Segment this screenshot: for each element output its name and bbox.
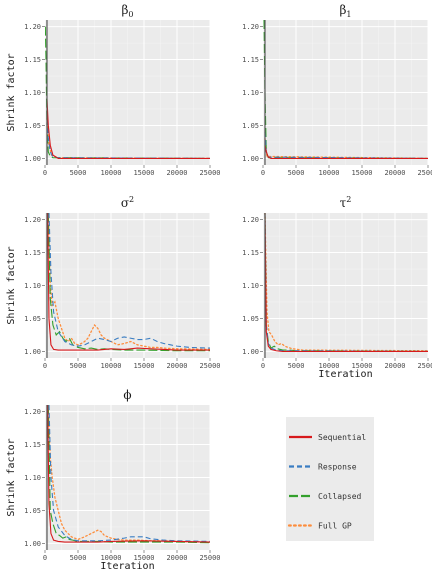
panel-1: 0 5000 10000 15000 20000 25000 1.00 1.05 1.10 1.1… — [6, 3, 221, 177]
y-tick-label: 1.10 — [24, 474, 41, 482]
y-tick-label: 1.00 — [24, 348, 41, 356]
y-tick-label: 1.05 — [242, 315, 259, 323]
y-tick-label: 1.20 — [24, 23, 41, 31]
series-line-full-gp — [264, 213, 428, 352]
legend-label: Full GP — [318, 522, 352, 531]
y-axis-title: Shrink factor — [6, 53, 17, 131]
x-tick-label: 20000 — [166, 169, 187, 177]
series-line-sequential — [47, 405, 210, 543]
y-tick-label: 1.00 — [242, 155, 259, 163]
y-tick-label: 1.10 — [242, 282, 259, 290]
x-tick-label: 10000 — [318, 362, 339, 370]
x-tick-label: 5000 — [288, 169, 305, 177]
series-group — [45, 20, 210, 165]
panel-title: τ2 — [340, 195, 352, 210]
x-tick-label: 0 — [261, 362, 265, 370]
panel-title: β1 — [339, 3, 351, 19]
x-tick-label: 5000 — [70, 554, 87, 562]
y-axis-title: Shrink factor — [6, 246, 17, 324]
x-tick-label: 5000 — [288, 362, 305, 370]
series-line-sequential — [46, 99, 210, 159]
y-tick-label: 1.20 — [24, 408, 41, 416]
x-tick-label: 20000 — [166, 362, 187, 370]
legend: Sequential Response Collapsed Full GP — [286, 417, 374, 541]
legend-label: Response — [318, 463, 357, 472]
y-tick-label: 1.05 — [242, 122, 259, 130]
y-tick-label: 1.15 — [242, 249, 259, 257]
y-tick-label: 1.15 — [24, 441, 41, 449]
y-tick-label: 1.00 — [242, 348, 259, 356]
series-line-full-gp — [47, 213, 210, 351]
series-line-sequential — [264, 213, 428, 352]
y-tick-label: 1.20 — [24, 216, 41, 224]
y-tick-label: 1.15 — [24, 56, 41, 64]
y-tick-label: 1.00 — [24, 155, 41, 163]
series-line-response — [48, 213, 210, 349]
y-tick-label: 1.10 — [242, 89, 259, 97]
y-tick-label: 1.05 — [24, 315, 41, 323]
y-axis-title: Shrink factor — [6, 438, 17, 516]
series-group — [263, 20, 428, 165]
panel-title: β0 — [121, 3, 133, 19]
x-tick-label: 0 — [43, 554, 47, 562]
y-tick-label: 1.05 — [24, 507, 41, 515]
x-tick-label: 0 — [43, 362, 47, 370]
x-axis-title: Iteration — [100, 561, 154, 572]
x-tick-label: 10000 — [100, 554, 121, 562]
legend-label: Sequential — [318, 433, 366, 442]
x-tick-label: 25000 — [417, 169, 432, 177]
y-tick-label: 1.00 — [24, 540, 41, 548]
x-tick-label: 15000 — [133, 169, 154, 177]
series-line-sequential — [264, 145, 428, 159]
panel-3: 0 5000 10000 15000 20000 25000 1.00 1.05 1.10 1.1… — [6, 195, 221, 370]
x-tick-label: 10000 — [100, 169, 121, 177]
x-tick-label: 15000 — [351, 362, 372, 370]
x-tick-label: 25000 — [199, 554, 220, 562]
y-tick-label: 1.05 — [24, 122, 41, 130]
x-tick-label: 0 — [43, 169, 47, 177]
legend-label: Collapsed — [318, 492, 362, 501]
x-tick-label: 5000 — [70, 169, 87, 177]
x-tick-label: 10000 — [100, 362, 121, 370]
x-tick-label: 10000 — [318, 169, 339, 177]
series-group — [264, 213, 428, 358]
y-tick-label: 1.15 — [242, 56, 259, 64]
x-tick-label: 15000 — [133, 554, 154, 562]
series-group — [46, 405, 210, 550]
y-tick-label: 1.10 — [24, 89, 41, 97]
series-group — [46, 213, 210, 358]
x-tick-label: 25000 — [199, 169, 220, 177]
x-tick-label: 0 — [261, 169, 265, 177]
panel-title: σ2 — [121, 195, 134, 210]
series-line-response — [264, 132, 428, 159]
y-tick-label: 1.20 — [242, 23, 259, 31]
x-tick-label: 25000 — [199, 362, 220, 370]
x-tick-label: 15000 — [133, 362, 154, 370]
x-tick-label: 20000 — [384, 169, 405, 177]
x-tick-label: 25000 — [417, 362, 432, 370]
series-line-collapsed — [47, 213, 210, 352]
x-tick-label: 20000 — [384, 362, 405, 370]
panel-title: ϕ — [123, 388, 131, 402]
series-line-collapsed — [45, 26, 210, 159]
series-line-collapsed — [47, 405, 210, 544]
series-line-full-gp — [47, 405, 210, 543]
x-tick-label: 20000 — [166, 554, 187, 562]
x-tick-label: 15000 — [351, 169, 372, 177]
panel-4: 0 5000 10000 15000 20000 25000 1.00 1.05 1.10 1.1… — [242, 195, 432, 380]
panel-5: 0 5000 10000 15000 20000 25000 1.00 1.05 1.10 1.1… — [6, 388, 221, 572]
x-tick-label: 5000 — [70, 362, 87, 370]
y-tick-label: 1.15 — [24, 249, 41, 257]
series-line-sequential — [47, 213, 210, 351]
y-tick-label: 1.10 — [24, 282, 41, 290]
y-tick-label: 1.20 — [242, 216, 259, 224]
x-axis-title: Iteration — [318, 369, 372, 380]
panel-2: 0 5000 10000 15000 20000 25000 1.00 1.05 1.10 1.1… — [242, 3, 432, 177]
